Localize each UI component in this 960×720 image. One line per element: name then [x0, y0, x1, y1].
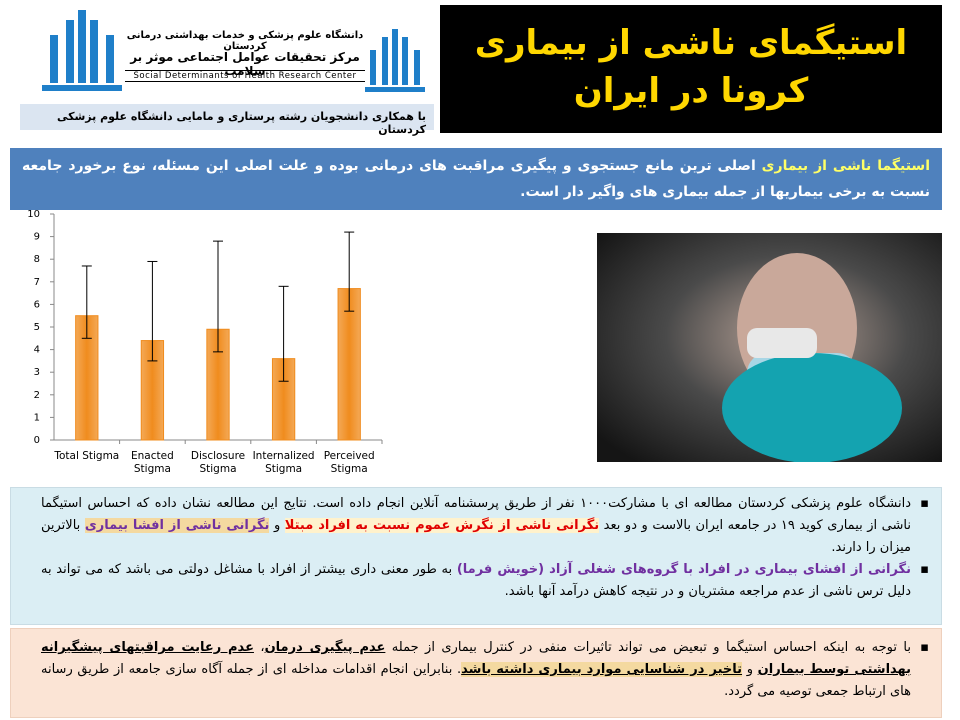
recommendation: با توجه به اینکه احساس استیگما و تبعیض م…	[41, 637, 929, 703]
y-tick-label: 9	[34, 232, 40, 243]
logo	[42, 10, 122, 91]
y-tick-label: 3	[34, 367, 40, 378]
y-tick-label: 6	[34, 299, 40, 310]
highlight: نگرانی از افشای بیماری در افراد با گروه‌…	[456, 562, 911, 577]
findings-box: دانشگاه علوم پزشکی کردستان مطالعه ای با …	[10, 487, 942, 625]
finding: دانشگاه علوم پزشکی کردستان مطالعه ای با …	[41, 493, 929, 559]
x-tick-label: Total Stigma	[54, 450, 120, 462]
text: و	[269, 518, 285, 533]
chart: 0 1 2 3 4 5 6 7 8 9 10	[27, 209, 383, 446]
x-tick-label: Enacted Stigma	[131, 450, 174, 475]
highlight: تاخیر در شناسایی موارد بیماری داشته باشد	[461, 662, 743, 677]
photo	[597, 233, 942, 462]
text: دانشگاه علوم پزشکی کردستان مطالعه ای با …	[41, 496, 911, 533]
text: به طور معنی داری بیشتر از افراد با مشاغل…	[41, 562, 911, 599]
highlight: نگرانی ناشی از افشا بیماری	[84, 518, 270, 533]
highlight: عدم رعایت مراقبتهای پیشگیرانه بهداشتی تو…	[41, 640, 912, 677]
intro: استیگما ناشی از بیماری اصلی ترین مانع جس…	[10, 148, 942, 210]
university-name: دانشگاه علوم پزشکی و خدمات بهداشتی درمان…	[126, 30, 364, 52]
center-name-en: Social Determinants of Health Research C…	[125, 70, 365, 82]
y-tick-label: 5	[34, 322, 40, 333]
text: با توجه به اینکه احساس استیگما و تبعیض م…	[385, 640, 911, 655]
text: . بنابراین انجام اقدامات مداخله ای از جم…	[41, 662, 911, 699]
intro-text: اصلی ترین مانع جستجوی و پیگیری مراقبت ها…	[22, 158, 930, 200]
highlight: عدم پیگیری درمان	[264, 640, 386, 655]
text: ،	[253, 640, 265, 655]
logo	[365, 29, 425, 92]
poster-title: استیگمای ناشی از بیماری کرونا در ایران	[440, 5, 942, 133]
finding: نگرانی از افشای بیماری در افراد با گروه‌…	[41, 559, 929, 603]
y-tick-label: 8	[34, 254, 40, 265]
x-tick-label: Disclosure Stigma	[190, 450, 246, 475]
y-tick-label: 7	[34, 277, 40, 288]
text: بالاترین میزان را دارند.	[41, 518, 911, 555]
y-tick-label: 0	[34, 435, 40, 446]
collaboration: با همکاری دانشجویان رشته پرستاری و مامای…	[20, 104, 434, 136]
highlight: نگرانی ناشی از نگرش عموم نسبت به افراد م…	[284, 518, 600, 533]
y-tick-label: 10	[27, 209, 40, 220]
x-tick-label: Internalized Stigma	[252, 450, 315, 475]
center-name: مرکز تحقیقات عوامل اجتماعی موثر بر سلامت	[130, 50, 360, 78]
y-tick-label: 4	[34, 345, 40, 356]
intro-highlight: استیگما ناشی از بیماری	[761, 158, 930, 174]
y-tick-label: 1	[34, 412, 40, 423]
chart-container: 0 1 2 3 4 5 6 7 8 9 10 Total Stigma Enacted Stigma D…	[0, 205, 400, 487]
y-tick-label: 2	[34, 390, 40, 401]
x-tick-label: Perceived Stigma	[323, 450, 375, 475]
recommendation-box: با توجه به اینکه احساس استیگما و تبعیض م…	[10, 628, 942, 718]
text: و	[742, 662, 758, 677]
